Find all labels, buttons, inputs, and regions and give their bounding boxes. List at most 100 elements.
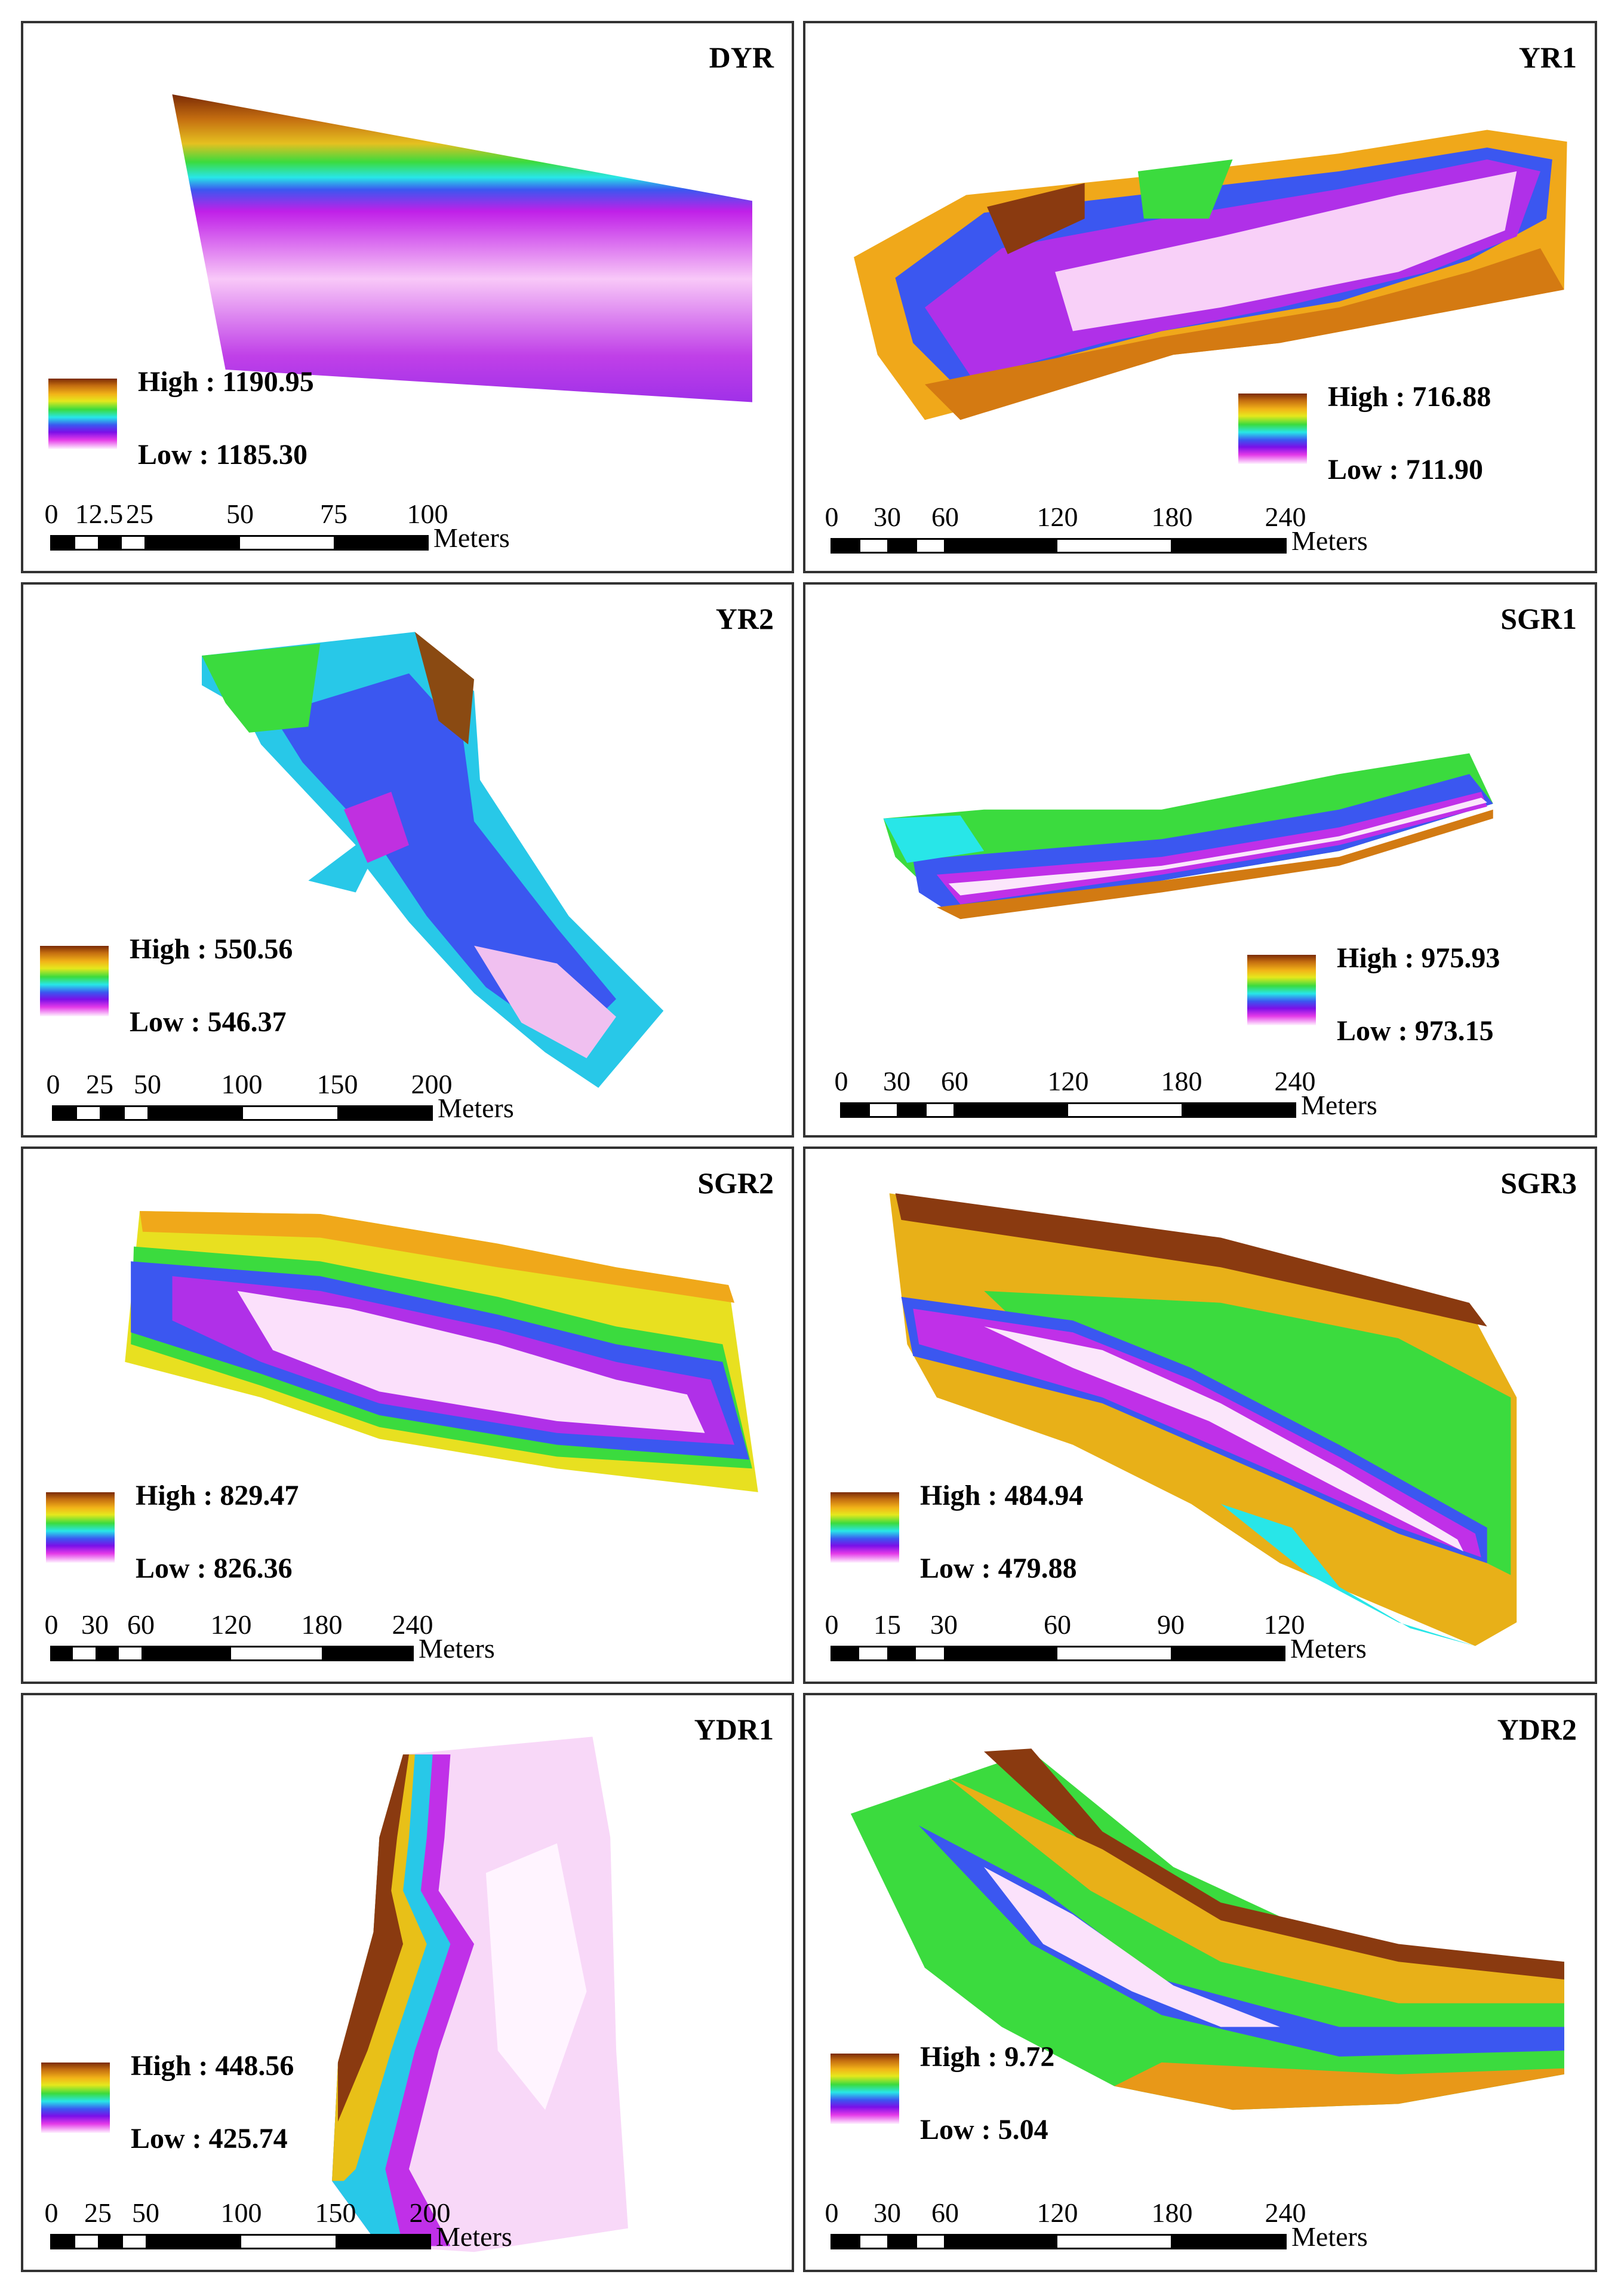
scale-unit: Meters [1290,1633,1367,1664]
panel-title: YR1 [1518,41,1577,74]
scale-tick: 180 [1161,1066,1202,1096]
elevation-map-sgr2 [125,1211,758,1492]
legend-high: High : 1190.95 [138,366,314,398]
legend-low: Low : 546.37 [130,1006,287,1038]
scale-tick: 120 [1047,1066,1089,1096]
panel-title: YDR2 [1497,1713,1577,1746]
scale-tick: 0 [44,499,59,529]
scale-tick: 60 [941,1066,968,1096]
scale-tick: 0 [825,1609,839,1640]
elevation-map-dyr [172,94,752,402]
scale-unit: Meters [1291,2221,1368,2252]
legend-low: Low : 826.36 [136,1553,293,1584]
scale-unit: Meters [1301,1090,1377,1120]
color-ramp [831,1492,899,1563]
panel-title: DYR [709,41,774,74]
scale-tick: 100 [220,2197,262,2228]
scale-tick: 150 [316,1069,358,1099]
scale-tick: 240 [392,1609,433,1640]
panel-title: SGR2 [697,1166,774,1200]
legend-high: High : 448.56 [131,2050,294,2082]
elevation-map-ydr1 [332,1736,628,2252]
panel-sgr2: SGR2 High : 829.47 Low : 826.36 0 30 60 … [21,1147,794,1684]
scale-bar-graphic [50,2234,431,2249]
color-ramp [46,1492,115,1563]
scale-tick: 0 [44,1609,59,1640]
scale-tick: 100 [407,499,448,529]
legend-high: High : 829.47 [136,1480,299,1511]
panel-ydr2: YDR2 High : 9.72 Low : 5.04 0 30 60 120 … [803,1693,1597,2272]
scale-tick: 180 [1151,2197,1193,2228]
scale-tick: 30 [81,1609,109,1640]
scale-tick: 25 [126,499,153,529]
scale-tick: 240 [1265,502,1306,532]
scale-tick: 30 [873,2197,901,2228]
color-ramp [831,2054,899,2124]
scale-tick: 12.5 [75,499,124,529]
scale-tick: 200 [409,2197,451,2228]
legend-low: Low : 479.88 [920,1553,1077,1584]
scale-tick: 0 [825,502,839,532]
legend-high: High : 716.88 [1328,381,1491,413]
legend-low: Low : 973.15 [1337,1015,1494,1047]
color-ramp [1247,955,1316,1025]
legend-low: Low : 5.04 [920,2114,1048,2146]
scale-tick: 50 [134,1069,161,1099]
legend-high: High : 484.94 [920,1480,1084,1511]
scale-tick: 50 [132,2197,159,2228]
scale-tick: 240 [1274,1066,1316,1096]
panel-yr2: YR2 High : 550.56 Low : 546.37 0 25 50 1… [21,582,794,1138]
scale-tick: 0 [834,1066,848,1096]
legend-high: High : 550.56 [130,933,293,965]
scale-tick: 150 [315,2197,356,2228]
scale-tick: 180 [301,1609,343,1640]
scale-tick: 30 [930,1609,958,1640]
scale-tick: 180 [1151,502,1193,532]
scale-tick: 30 [883,1066,911,1096]
scale-tick: 200 [411,1069,453,1099]
legend-low: Low : 1185.30 [138,439,308,471]
scale-tick: 60 [127,1609,155,1640]
scale-unit: Meters [436,2221,512,2252]
scale-tick: 60 [1044,1609,1071,1640]
scale-tick: 60 [931,502,959,532]
scale-tick: 240 [1265,2197,1306,2228]
legend-low: Low : 425.74 [131,2123,288,2154]
panel-title: SGR3 [1500,1166,1577,1200]
scale-bar-graphic [50,535,429,551]
panel-sgr1: SGR1 High : 975.93 Low : 973.15 0 30 60 … [803,582,1597,1138]
elevation-map-sgr1 [883,753,1493,920]
scale-tick: 25 [86,1069,113,1099]
elevation-map-yr2 [201,632,664,1088]
panel-title: SGR1 [1500,602,1577,635]
color-ramp [1238,394,1307,464]
legend-high: High : 975.93 [1337,942,1500,974]
panel-title: YDR1 [694,1713,774,1746]
scale-tick: 75 [320,499,347,529]
color-ramp [40,946,109,1016]
elevation-map-sgr3 [889,1193,1517,1646]
panel-yr1: YR1 High : 716.88 Low : 711.90 0 30 60 1… [803,21,1597,573]
scale-tick: 60 [931,2197,959,2228]
scale-unit: Meters [433,522,510,553]
scale-tick: 25 [84,2197,112,2228]
scale-bar-graphic [52,1105,433,1121]
scale-tick: 50 [226,499,254,529]
legend-low: Low : 711.90 [1328,454,1484,485]
scale-tick: 0 [46,1069,60,1099]
legend-high: High : 9.72 [920,2041,1055,2073]
scale-tick: 100 [221,1069,263,1099]
scale-tick: 120 [1263,1609,1305,1640]
color-ramp [41,2063,110,2133]
scale-tick: 120 [1036,502,1078,532]
scale-unit: Meters [438,1093,514,1123]
scale-tick: 15 [873,1609,901,1640]
scale-tick: 120 [210,1609,252,1640]
color-ramp [48,379,117,449]
scale-unit: Meters [419,1633,495,1664]
scale-tick: 90 [1157,1609,1185,1640]
elevation-map-yr1 [854,130,1567,420]
elevation-map-ydr2 [850,1748,1564,2110]
panel-dyr: DYR High : 1190.95 Low : 1185.30 0 12.5 … [21,21,794,573]
panel-sgr3: SGR3 High : 484.94 Low : 479.88 0 15 30 … [803,1147,1597,1684]
